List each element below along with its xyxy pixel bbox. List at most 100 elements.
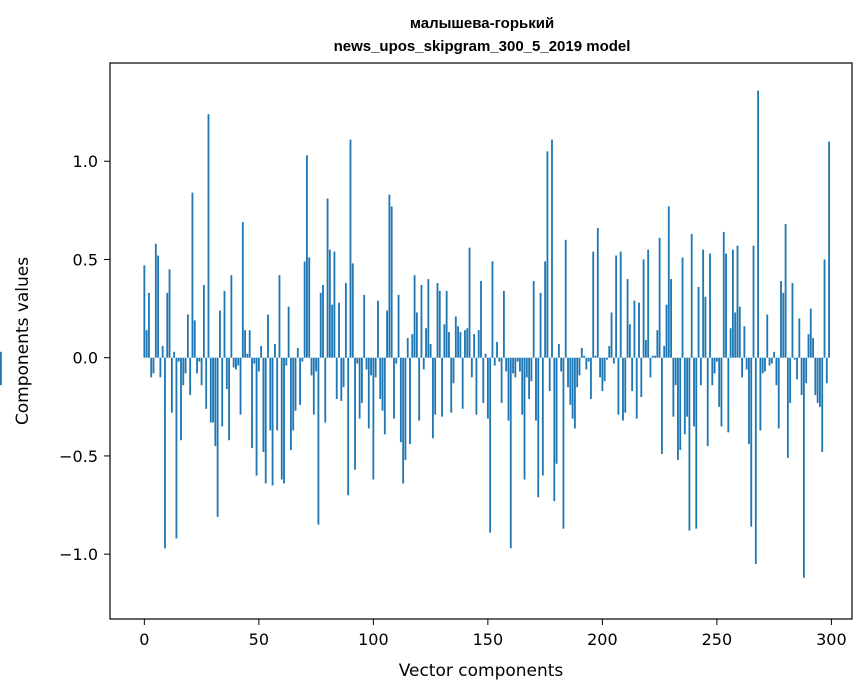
bar <box>507 357 510 421</box>
bar <box>301 357 304 362</box>
bar <box>516 357 519 362</box>
bar <box>434 357 437 415</box>
bar <box>555 357 558 464</box>
bar <box>351 263 354 358</box>
bar <box>640 357 643 397</box>
bar <box>200 357 203 386</box>
bar <box>342 357 345 388</box>
bar <box>722 231 725 358</box>
bar <box>388 194 391 358</box>
bar <box>686 357 689 417</box>
bar <box>306 155 308 358</box>
bar <box>661 357 663 454</box>
bar <box>338 302 340 358</box>
bar <box>257 357 260 372</box>
bar <box>752 245 755 358</box>
bar <box>537 357 540 498</box>
bar <box>145 330 148 358</box>
bar <box>628 324 631 358</box>
bar <box>331 304 334 358</box>
bar <box>152 357 155 374</box>
bar <box>523 357 526 480</box>
x-tick-label: 250 <box>702 630 733 649</box>
bar <box>294 357 297 411</box>
bar <box>390 206 393 358</box>
bar <box>823 259 826 358</box>
bar <box>177 357 180 362</box>
bar <box>748 357 750 445</box>
bar <box>431 357 434 439</box>
bar <box>299 357 301 405</box>
bar <box>800 357 803 396</box>
bar <box>672 357 675 417</box>
bar <box>819 357 821 407</box>
bar <box>505 357 508 372</box>
bar <box>230 275 233 358</box>
bar <box>658 237 661 358</box>
bar <box>754 357 757 564</box>
bar <box>246 353 249 358</box>
bar <box>603 357 606 382</box>
bar <box>525 357 528 378</box>
bar <box>548 357 551 392</box>
bar <box>148 292 150 358</box>
bar <box>452 357 455 384</box>
bar <box>441 357 443 417</box>
bar <box>674 357 677 386</box>
bar <box>409 357 411 445</box>
x-tick-label: 0 <box>139 630 149 649</box>
chart-subtitle: news_upos_skipgram_300_5_2019 model <box>334 38 631 55</box>
bar <box>367 357 370 429</box>
bar <box>569 357 572 405</box>
bar <box>168 269 171 358</box>
bar <box>560 357 563 372</box>
bar <box>798 318 801 358</box>
bar <box>324 357 327 423</box>
bar <box>805 357 808 384</box>
bar <box>553 357 556 502</box>
bar <box>312 357 315 415</box>
bar <box>509 357 512 549</box>
bar <box>411 334 414 358</box>
bar <box>292 357 295 431</box>
bar <box>422 357 425 370</box>
bar <box>690 233 693 358</box>
bar <box>445 290 448 358</box>
bar <box>377 300 379 358</box>
x-tick-label: 300 <box>816 630 847 649</box>
bar <box>741 357 743 378</box>
bar <box>606 357 608 360</box>
bar <box>262 357 265 452</box>
bar <box>713 357 716 374</box>
bar <box>654 355 656 358</box>
bar <box>193 320 196 358</box>
bar <box>333 251 336 358</box>
bar <box>761 357 764 374</box>
bar <box>255 357 258 476</box>
bar <box>253 357 256 364</box>
bar <box>184 357 187 374</box>
bar <box>164 357 166 549</box>
bar <box>271 357 274 486</box>
bar <box>580 347 583 358</box>
bar <box>470 357 473 378</box>
bar <box>296 347 299 358</box>
bar <box>699 357 702 386</box>
bar <box>596 228 599 358</box>
bar <box>702 249 705 358</box>
bar <box>406 338 409 358</box>
bar <box>372 357 375 480</box>
bar <box>480 281 482 358</box>
bar <box>427 279 430 358</box>
bar <box>532 281 535 358</box>
bar <box>232 357 235 368</box>
bar <box>802 357 805 578</box>
bar <box>750 357 753 527</box>
y-tick-label: 0.5 <box>73 250 98 269</box>
bar <box>214 357 217 447</box>
bar <box>317 357 320 525</box>
bar <box>207 114 210 358</box>
bar <box>665 304 668 358</box>
plot-frame <box>109 62 853 620</box>
bar <box>768 357 771 366</box>
